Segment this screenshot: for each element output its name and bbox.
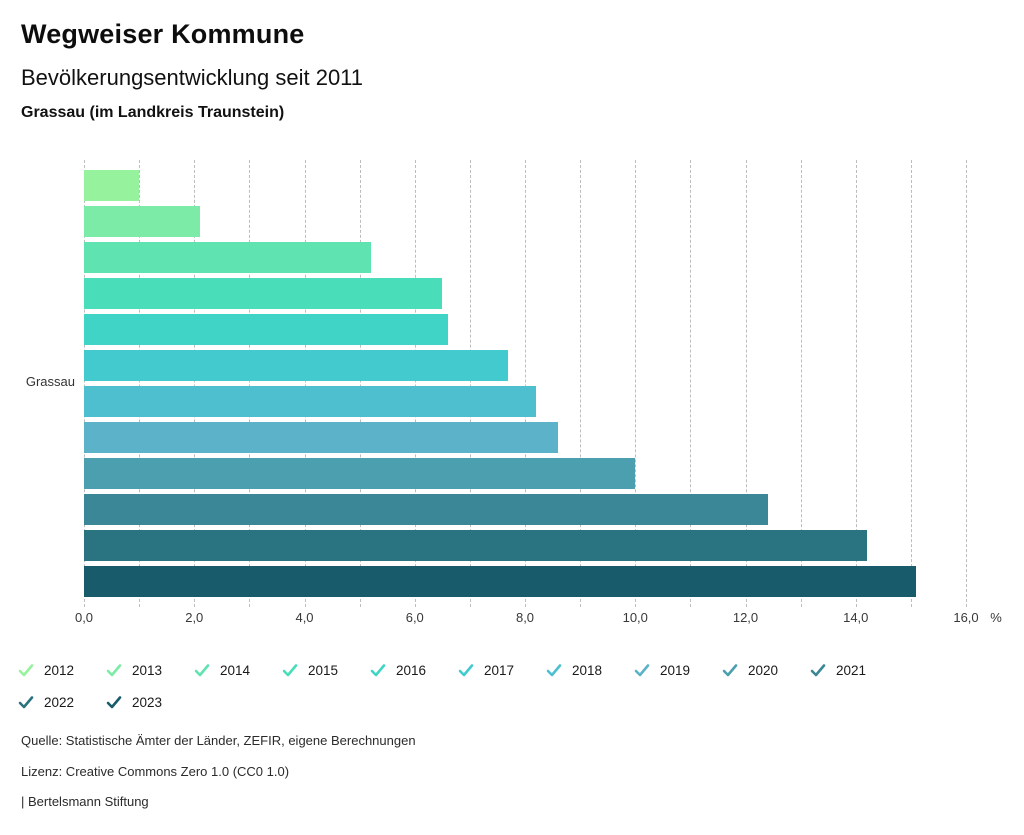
gridline xyxy=(855,160,857,607)
source-note: Quelle: Statistische Ämter der Länder, Z… xyxy=(21,733,416,748)
bar-2021[interactable] xyxy=(84,494,768,525)
legend-item-2015[interactable]: 2015 xyxy=(282,654,370,686)
bar-2022[interactable] xyxy=(84,530,867,561)
gridline xyxy=(910,160,912,607)
legend-item-2020[interactable]: 2020 xyxy=(722,654,810,686)
x-tick-label: 14,0 xyxy=(843,610,869,625)
bar-2019[interactable] xyxy=(84,422,559,453)
license-note: Lizenz: Creative Commons Zero 1.0 (CC0 1… xyxy=(21,764,290,779)
legend-item-2021[interactable]: 2021 xyxy=(810,654,898,686)
x-tick-label: 0,0 xyxy=(74,610,94,625)
legend-year-label: 2014 xyxy=(220,662,251,678)
legend-item-2013[interactable]: 2013 xyxy=(106,654,194,686)
x-tick-label: 2,0 xyxy=(185,610,204,625)
check-icon xyxy=(18,664,34,677)
bar-2014[interactable] xyxy=(84,242,371,273)
check-icon xyxy=(106,664,122,677)
gridline xyxy=(690,160,692,607)
chart-subtitle: Bevölkerungsentwicklung seit 2011 xyxy=(21,65,364,90)
x-tick-label: 16,0 xyxy=(953,610,979,625)
page-title: Wegweiser Kommune xyxy=(21,19,305,49)
check-icon xyxy=(194,664,210,677)
legend-year-label: 2021 xyxy=(836,662,867,678)
brand-note: | Bertelsmann Stiftung xyxy=(21,794,149,809)
legend-year-label: 2017 xyxy=(484,662,515,678)
check-icon xyxy=(546,664,562,677)
chart-region-label: Grassau (im Landkreis Traunstein) xyxy=(21,104,285,121)
check-icon xyxy=(370,664,386,677)
legend-year-label: 2013 xyxy=(132,662,163,678)
legend-year-label: 2015 xyxy=(308,662,339,678)
x-tick-label: 12,0 xyxy=(732,610,759,625)
check-icon xyxy=(634,664,650,677)
gridline xyxy=(635,160,637,607)
bar-2016[interactable] xyxy=(84,314,448,345)
legend-year-label: 2016 xyxy=(396,662,427,678)
bar-2012[interactable] xyxy=(84,170,140,201)
legend-item-2014[interactable]: 2014 xyxy=(194,654,282,686)
gridline xyxy=(84,160,85,607)
legend-year-label: 2019 xyxy=(660,662,691,678)
legend-year-label: 2012 xyxy=(44,662,75,678)
legend-item-2016[interactable]: 2016 xyxy=(370,654,458,686)
bar-2017[interactable] xyxy=(84,350,509,381)
gridline xyxy=(469,160,471,607)
legend-year-label: 2018 xyxy=(572,662,603,678)
gridline xyxy=(194,160,196,607)
x-tick-label: 8,0 xyxy=(515,610,535,625)
gridline xyxy=(580,160,582,607)
x-tick-label: 4,0 xyxy=(295,610,314,625)
legend-item-2023[interactable]: 2023 xyxy=(106,686,194,718)
bar-2015[interactable] xyxy=(84,278,443,309)
bar-2020[interactable] xyxy=(84,458,636,489)
bar-2023[interactable] xyxy=(84,566,917,597)
gridline xyxy=(249,160,251,607)
legend-item-2017[interactable]: 2017 xyxy=(458,654,546,686)
y-axis-label: Grassau xyxy=(25,374,75,389)
x-tick-label: 6,0 xyxy=(405,610,424,625)
x-tick-label: 10,0 xyxy=(622,610,648,625)
legend-year-label: 2020 xyxy=(748,662,779,678)
bar-2018[interactable] xyxy=(84,386,537,417)
check-icon xyxy=(106,696,122,709)
check-icon xyxy=(722,664,738,677)
bar-2013[interactable] xyxy=(84,206,200,237)
legend-year-label: 2023 xyxy=(132,694,163,710)
legend-year-label: 2022 xyxy=(44,694,75,710)
gridline xyxy=(304,160,306,607)
check-icon xyxy=(810,664,826,677)
gridline xyxy=(414,160,416,607)
legend-item-2022[interactable]: 2022 xyxy=(18,686,106,718)
plot-area: Grassau % 0,0 2,0 4,0 6,0 8,0 10,0 12,0 14,0 16,… xyxy=(26,160,1002,625)
check-icon xyxy=(18,696,34,709)
gridline xyxy=(139,160,141,607)
legend-item-2019[interactable]: 2019 xyxy=(634,654,722,686)
check-icon xyxy=(282,664,298,677)
legend: 2012 2013 2014 2015 2016 2017 2018 2019 2020 2021… xyxy=(18,654,914,718)
legend-item-2012[interactable]: 2012 xyxy=(18,654,106,686)
gridline xyxy=(525,160,526,607)
check-icon xyxy=(458,664,474,677)
x-axis-unit-label: % xyxy=(990,610,1002,625)
gridline xyxy=(800,160,802,607)
gridline xyxy=(966,160,967,607)
gridline xyxy=(359,160,361,607)
gridline xyxy=(745,160,747,607)
legend-item-2018[interactable]: 2018 xyxy=(546,654,634,686)
